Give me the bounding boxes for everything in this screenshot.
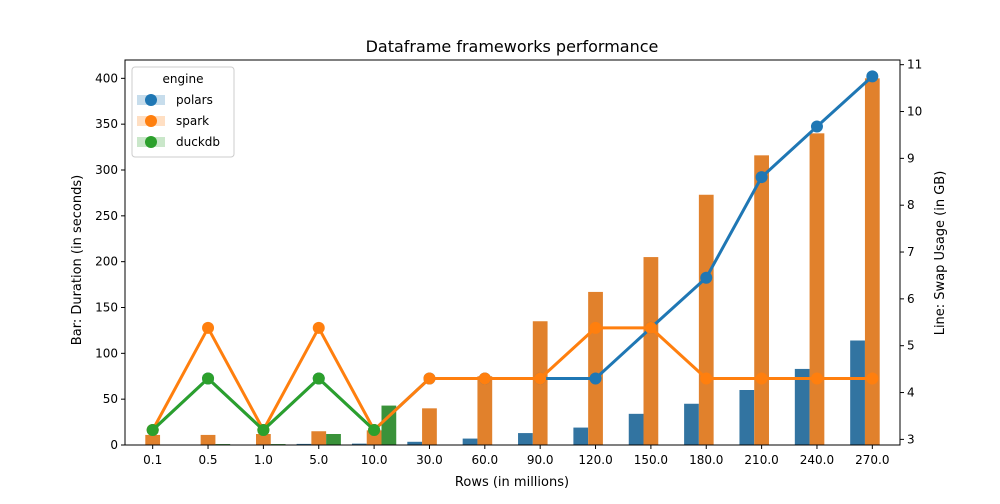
legend-marker-spark xyxy=(145,115,157,127)
bar-spark-0.1 xyxy=(145,435,160,445)
point-spark-5.0 xyxy=(313,322,325,334)
x-axis-label: Rows (in millions) xyxy=(455,475,569,490)
point-duckdb-0.5 xyxy=(202,372,214,384)
point-polars-120.0 xyxy=(590,372,602,384)
y-right-tick-label: 5 xyxy=(907,339,915,353)
point-spark-210.0 xyxy=(756,372,768,384)
bar-spark-5.0 xyxy=(311,431,326,445)
x-tick-label: 240.0 xyxy=(800,453,834,467)
bar-spark-270.0 xyxy=(865,78,880,445)
bar-spark-180.0 xyxy=(699,195,714,445)
y-left-tick-label: 100 xyxy=(95,346,118,360)
point-duckdb-10.0 xyxy=(368,424,380,436)
legend-marker-polars xyxy=(145,94,157,106)
point-spark-180.0 xyxy=(700,372,712,384)
y-left-tick-label: 350 xyxy=(95,117,118,131)
point-duckdb-1.0 xyxy=(257,424,269,436)
y-left-tick-label: 0 xyxy=(110,438,118,452)
point-polars-210.0 xyxy=(756,171,768,183)
x-tick-label: 10.0 xyxy=(361,453,388,467)
point-duckdb-0.1 xyxy=(147,424,159,436)
y-right-tick-label: 3 xyxy=(907,432,915,446)
legend-label-polars: polars xyxy=(176,93,213,107)
y-left-tick-label: 250 xyxy=(95,209,118,223)
y-left-tick-label: 50 xyxy=(103,392,118,406)
bar-duckdb-5.0 xyxy=(326,434,341,445)
bar-polars-90.0 xyxy=(518,433,533,445)
point-spark-240.0 xyxy=(811,372,823,384)
x-tick-label: 90.0 xyxy=(527,453,554,467)
legend-label-spark: spark xyxy=(176,114,209,128)
point-spark-270.0 xyxy=(866,372,878,384)
point-polars-270.0 xyxy=(866,70,878,82)
point-spark-90.0 xyxy=(534,372,546,384)
bar-polars-180.0 xyxy=(684,404,699,445)
x-tick-label: 30.0 xyxy=(416,453,443,467)
y-left-tick-label: 200 xyxy=(95,255,118,269)
x-tick-label: 210.0 xyxy=(744,453,778,467)
y-right-tick-label: 4 xyxy=(907,386,915,400)
point-spark-30.0 xyxy=(423,372,435,384)
bar-spark-30.0 xyxy=(422,408,437,445)
y-right-tick-label: 10 xyxy=(907,105,922,119)
bar-spark-60.0 xyxy=(477,376,492,445)
legend: engine polars spark duckdb xyxy=(132,67,234,157)
y-left-tick-label: 400 xyxy=(95,71,118,85)
bar-spark-120.0 xyxy=(588,292,603,445)
bar-spark-210.0 xyxy=(754,155,769,445)
legend-label-duckdb: duckdb xyxy=(176,135,220,149)
bar-polars-120.0 xyxy=(573,428,588,445)
chart-title: Dataframe frameworks performance xyxy=(366,37,659,56)
x-tick-label: 5.0 xyxy=(309,453,328,467)
bar-polars-60.0 xyxy=(463,439,478,445)
x-tick-label: 270.0 xyxy=(855,453,889,467)
point-polars-180.0 xyxy=(700,272,712,284)
y-right-tick-label: 8 xyxy=(907,198,915,212)
x-tick-label: 1.0 xyxy=(254,453,273,467)
y-axis-left-label: Bar: Duration (in seconds) xyxy=(70,175,85,345)
y-right-tick-label: 7 xyxy=(907,245,915,259)
bar-polars-210.0 xyxy=(739,390,754,445)
x-tick-label: 180.0 xyxy=(689,453,723,467)
bar-spark-0.5 xyxy=(201,435,216,445)
legend-marker-duckdb xyxy=(145,136,157,148)
point-duckdb-5.0 xyxy=(313,372,325,384)
x-tick-label: 0.5 xyxy=(198,453,217,467)
y-right-tick-label: 11 xyxy=(907,58,922,72)
y-right-tick-label: 9 xyxy=(907,151,915,165)
point-spark-150.0 xyxy=(645,322,657,334)
x-tick-label: 120.0 xyxy=(578,453,612,467)
y-right-tick-label: 6 xyxy=(907,292,915,306)
point-spark-0.5 xyxy=(202,322,214,334)
bar-polars-150.0 xyxy=(629,414,644,445)
bar-spark-240.0 xyxy=(810,133,825,445)
x-tick-label: 150.0 xyxy=(634,453,668,467)
bar-spark-150.0 xyxy=(644,257,659,445)
point-polars-240.0 xyxy=(811,121,823,133)
point-spark-60.0 xyxy=(479,372,491,384)
legend-title: engine xyxy=(163,72,204,86)
y-left-tick-label: 150 xyxy=(95,301,118,315)
point-spark-120.0 xyxy=(590,322,602,334)
y-left-tick-label: 300 xyxy=(95,163,118,177)
x-tick-label: 0.1 xyxy=(143,453,162,467)
x-tick-label: 60.0 xyxy=(471,453,498,467)
y-axis-right-label: Line: Swap Usage (in GB) xyxy=(933,171,948,336)
bar-polars-270.0 xyxy=(850,341,865,446)
bar-polars-240.0 xyxy=(795,369,810,445)
